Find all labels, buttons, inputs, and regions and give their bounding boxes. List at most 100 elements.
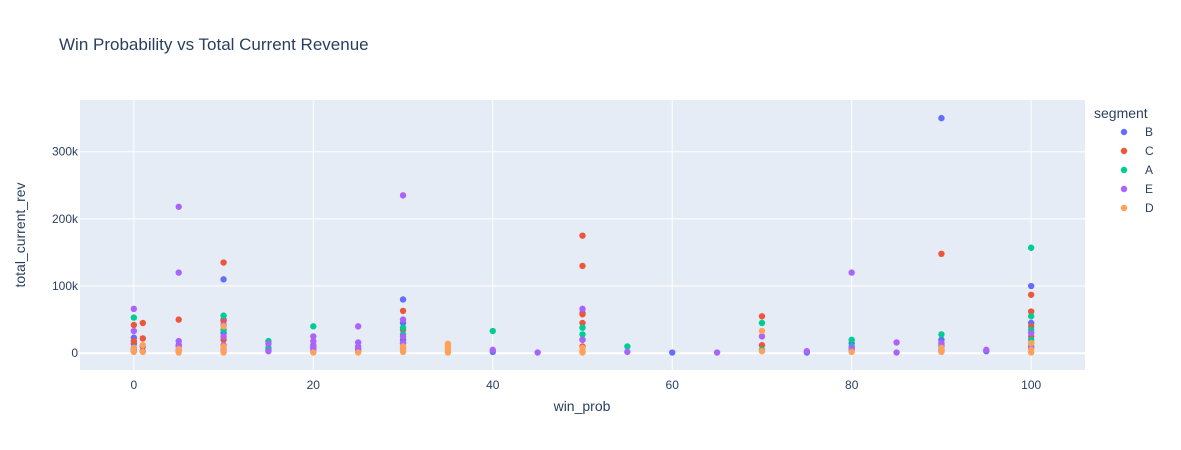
- x-tick-label: 0: [130, 378, 137, 392]
- legend-label: C: [1145, 144, 1154, 158]
- data-point: [489, 346, 496, 354]
- data-point: [399, 333, 407, 340]
- data-point: [713, 349, 721, 356]
- x-axis-ticks: 0 20 40 60 80 100: [130, 378, 1041, 392]
- legend-marker: [1120, 185, 1128, 193]
- legend-label: E: [1145, 182, 1153, 196]
- data-point: [624, 343, 631, 350]
- data-point: [758, 327, 766, 335]
- data-point: [130, 348, 138, 356]
- x-tick-label: 20: [307, 378, 321, 392]
- legend-marker: [1120, 204, 1128, 212]
- data-point: [354, 343, 362, 350]
- data-point: [310, 333, 317, 340]
- data-point: [130, 305, 138, 313]
- data-point: [130, 337, 138, 345]
- data-point: [220, 343, 227, 350]
- x-tick-label: 80: [845, 378, 859, 392]
- data-point: [579, 336, 586, 343]
- data-point: [758, 313, 766, 320]
- data-point: [139, 341, 147, 349]
- data-point: [265, 340, 272, 348]
- data-point: [579, 311, 586, 318]
- data-point: [444, 349, 452, 356]
- y-axis-ticks: 0 100k 200k 300k: [52, 145, 79, 360]
- data-point: [399, 348, 407, 356]
- legend-marker: [1120, 166, 1128, 174]
- data-point: [579, 319, 586, 327]
- data-point: [938, 348, 945, 356]
- y-axis-title: total_current_rev: [12, 182, 28, 287]
- data-point: [803, 347, 811, 355]
- data-point: [265, 347, 272, 355]
- series-D: [130, 323, 1035, 356]
- data-point: [220, 312, 227, 319]
- data-point: [139, 348, 147, 356]
- data-point: [399, 307, 407, 315]
- data-point: [175, 337, 182, 345]
- data-point: [399, 192, 407, 199]
- legend-item-E[interactable]: E: [1120, 182, 1153, 196]
- data-point: [758, 347, 766, 355]
- data-point: [220, 333, 227, 340]
- data-point: [938, 339, 945, 347]
- legend-item-D[interactable]: D: [1120, 201, 1154, 215]
- data-point: [310, 349, 317, 356]
- data-point: [938, 250, 945, 258]
- data-point: [310, 323, 317, 330]
- legend-marker: [1120, 147, 1128, 155]
- legend-marker: [1120, 128, 1128, 136]
- x-axis-title: win_prob: [553, 398, 611, 414]
- data-point: [579, 262, 586, 270]
- data-point: [175, 349, 182, 356]
- data-point: [1027, 282, 1035, 290]
- legend-item-C[interactable]: C: [1120, 144, 1154, 158]
- legend-label: A: [1145, 163, 1153, 177]
- data-point: [579, 305, 586, 313]
- chart-title: Win Probability vs Total Current Revenue: [59, 35, 369, 54]
- data-point: [1027, 329, 1035, 337]
- data-point: [938, 114, 945, 122]
- data-point: [1027, 244, 1035, 251]
- y-tick-label: 300k: [52, 145, 79, 159]
- data-point: [534, 349, 541, 356]
- data-point: [1027, 313, 1035, 320]
- data-points: [130, 114, 1035, 356]
- legend-item-B[interactable]: B: [1120, 125, 1153, 139]
- data-point: [130, 327, 138, 335]
- data-point: [1027, 349, 1035, 356]
- data-point: [893, 349, 900, 356]
- data-point: [758, 341, 766, 349]
- data-point: [848, 336, 855, 343]
- data-point: [624, 348, 631, 356]
- data-point: [938, 331, 945, 338]
- data-point: [139, 335, 147, 342]
- x-tick-label: 40: [486, 378, 500, 392]
- legend-title: segment: [1094, 105, 1148, 121]
- data-point: [669, 349, 676, 356]
- data-point: [175, 269, 182, 276]
- legend-label: B: [1145, 125, 1153, 139]
- data-point: [893, 339, 900, 346]
- y-tick-label: 100k: [52, 279, 79, 293]
- data-point: [399, 324, 407, 331]
- data-point: [220, 323, 227, 330]
- legend-label: D: [1145, 201, 1154, 215]
- x-tick-label: 60: [666, 378, 680, 392]
- data-point: [130, 321, 138, 329]
- grid: [80, 100, 1085, 370]
- data-point: [758, 319, 766, 327]
- data-point: [139, 319, 147, 327]
- data-point: [848, 348, 855, 356]
- data-point: [758, 333, 766, 340]
- data-point: [1027, 308, 1035, 315]
- legend-item-A[interactable]: A: [1120, 163, 1153, 177]
- data-point: [175, 316, 182, 323]
- data-point: [399, 296, 407, 303]
- data-point: [983, 346, 990, 354]
- data-point: [1027, 291, 1035, 298]
- data-point: [579, 232, 586, 239]
- data-point: [354, 323, 362, 330]
